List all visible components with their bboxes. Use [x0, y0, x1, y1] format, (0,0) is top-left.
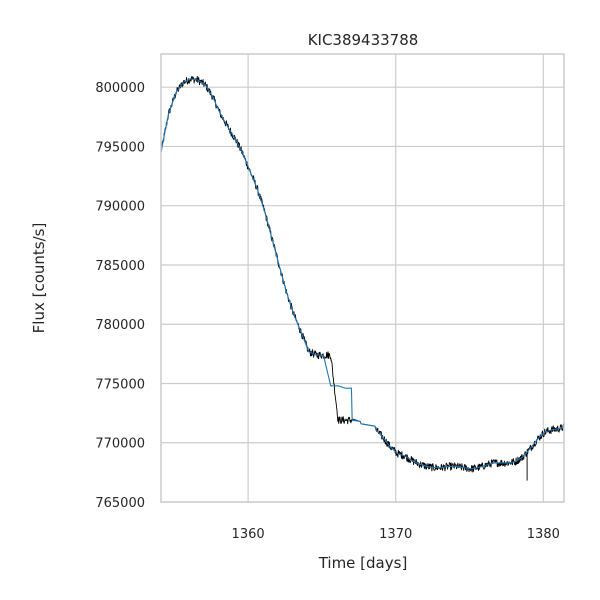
series-line-2 [160, 78, 565, 470]
y-tick-label: 780000 [95, 318, 145, 333]
grid [161, 54, 564, 503]
series-layer [160, 76, 565, 481]
y-tick-label: 765000 [95, 496, 145, 511]
x-axis-ticks: 1360 1370 1380 [232, 527, 560, 542]
x-tick-label: 1380 [527, 527, 560, 542]
chart-title: KIC389433788 [308, 31, 419, 49]
y-tick-label: 795000 [95, 140, 145, 155]
y-tick-label: 800000 [95, 81, 145, 96]
x-axis-label: Time [days] [318, 554, 408, 572]
y-tick-label: 785000 [95, 259, 145, 274]
x-tick-label: 1370 [379, 527, 412, 542]
series-line-1 [160, 76, 565, 481]
y-axis-ticks: 765000 770000 775000 780000 785000 790000 7950… [95, 81, 145, 511]
y-tick-label: 775000 [95, 377, 145, 392]
y-axis-label: Flux [counts/s] [30, 223, 48, 334]
y-tick-label: 790000 [95, 200, 145, 215]
x-tick-label: 1360 [232, 527, 265, 542]
plot-frame [160, 53, 565, 503]
y-tick-label: 770000 [95, 437, 145, 452]
